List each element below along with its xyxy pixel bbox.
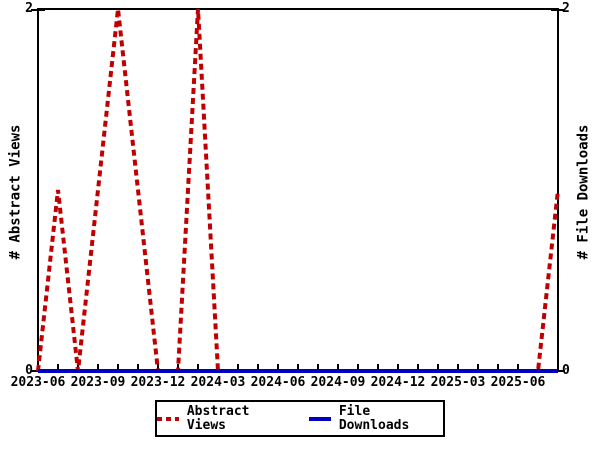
legend-item-abstract-views: Abstract Views <box>157 403 291 433</box>
legend-label-file-downloads: File Downloads <box>338 403 410 433</box>
right-axis-title: # File Downloads <box>575 124 592 260</box>
x-tick-label: 2023-09 <box>70 375 126 390</box>
file-downloads-line-sample-icon <box>309 416 331 421</box>
x-tick-label: 2025-06 <box>490 375 546 390</box>
x-tick-label: 2024-09 <box>310 375 366 390</box>
left-axis-tick-label-bottom: 0 <box>25 363 33 378</box>
plot-frame <box>37 8 559 372</box>
x-tick-label: 2024-03 <box>190 375 246 390</box>
right-axis-tick-label-bottom: 0 <box>562 363 570 378</box>
x-tick-label: 2025-03 <box>430 375 486 390</box>
abstract-views-line-sample-icon <box>157 416 179 421</box>
left-axis-tick-label-top: 2 <box>25 1 33 16</box>
legend-item-file-downloads: File Downloads <box>309 403 443 433</box>
legend-label-abstract-views: Abstract Views <box>186 403 250 433</box>
left-axis-title: # Abstract Views <box>7 124 24 260</box>
x-tick-label: 2023-12 <box>130 375 186 390</box>
right-axis-tick-label-top: 2 <box>562 1 570 16</box>
legend: Abstract Views File Downloads <box>155 400 445 437</box>
abstract-views-line <box>36 8 560 373</box>
x-tick-label: 2024-12 <box>370 375 426 390</box>
x-tick-label: 2024-06 <box>250 375 306 390</box>
x-tick-label: 2023-06 <box>10 375 66 390</box>
